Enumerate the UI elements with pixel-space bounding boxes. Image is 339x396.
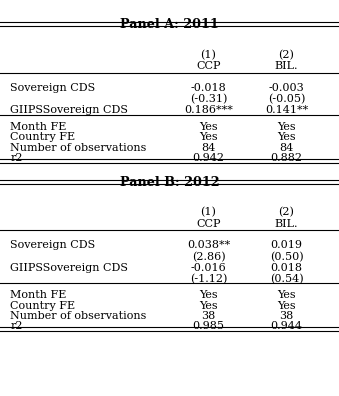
Text: (-0.05): (-0.05) xyxy=(268,94,305,105)
Text: -0.016: -0.016 xyxy=(191,263,226,272)
Text: (-0.31): (-0.31) xyxy=(190,94,227,105)
Text: (0.54): (0.54) xyxy=(270,274,303,284)
Text: Sovereign CDS: Sovereign CDS xyxy=(10,240,95,250)
Text: -0.018: -0.018 xyxy=(191,83,226,93)
Text: Yes: Yes xyxy=(199,122,218,132)
Text: BIL.: BIL. xyxy=(275,61,298,71)
Text: (1): (1) xyxy=(201,50,216,60)
Text: BIL.: BIL. xyxy=(275,219,298,228)
Text: 0.942: 0.942 xyxy=(193,153,224,163)
Text: 0.019: 0.019 xyxy=(271,240,302,250)
Text: r2: r2 xyxy=(10,153,23,163)
Text: Yes: Yes xyxy=(199,290,218,300)
Text: 84: 84 xyxy=(279,143,294,152)
Text: 38: 38 xyxy=(279,311,294,321)
Text: 38: 38 xyxy=(201,311,216,321)
Text: (-1.12): (-1.12) xyxy=(190,274,227,284)
Text: Yes: Yes xyxy=(199,301,218,310)
Text: 0.186***: 0.186*** xyxy=(184,105,233,115)
Text: Number of observations: Number of observations xyxy=(10,143,146,152)
Text: (2): (2) xyxy=(279,50,294,60)
Text: 0.018: 0.018 xyxy=(271,263,302,272)
Text: 0.141**: 0.141** xyxy=(265,105,308,115)
Text: Panel B: 2012: Panel B: 2012 xyxy=(120,176,219,189)
Text: Sovereign CDS: Sovereign CDS xyxy=(10,83,95,93)
Text: (1): (1) xyxy=(201,207,216,217)
Text: 0.985: 0.985 xyxy=(193,321,224,331)
Text: Panel A: 2011: Panel A: 2011 xyxy=(120,18,219,31)
Text: Country FE: Country FE xyxy=(10,301,75,310)
Text: Yes: Yes xyxy=(277,132,296,142)
Text: Yes: Yes xyxy=(199,132,218,142)
Text: (2.86): (2.86) xyxy=(192,251,225,262)
Text: Country FE: Country FE xyxy=(10,132,75,142)
Text: Yes: Yes xyxy=(277,122,296,132)
Text: Month FE: Month FE xyxy=(10,122,66,132)
Text: 0.944: 0.944 xyxy=(271,321,302,331)
Text: CCP: CCP xyxy=(196,61,221,71)
Text: Month FE: Month FE xyxy=(10,290,66,300)
Text: Number of observations: Number of observations xyxy=(10,311,146,321)
Text: -0.003: -0.003 xyxy=(268,83,304,93)
Text: GIIPSSovereign CDS: GIIPSSovereign CDS xyxy=(10,105,128,115)
Text: Yes: Yes xyxy=(277,290,296,300)
Text: r2: r2 xyxy=(10,321,23,331)
Text: CCP: CCP xyxy=(196,219,221,228)
Text: 0.882: 0.882 xyxy=(271,153,302,163)
Text: 84: 84 xyxy=(201,143,216,152)
Text: (0.50): (0.50) xyxy=(270,251,303,262)
Text: (2): (2) xyxy=(279,207,294,217)
Text: Yes: Yes xyxy=(277,301,296,310)
Text: 0.038**: 0.038** xyxy=(187,240,230,250)
Text: GIIPSSovereign CDS: GIIPSSovereign CDS xyxy=(10,263,128,272)
